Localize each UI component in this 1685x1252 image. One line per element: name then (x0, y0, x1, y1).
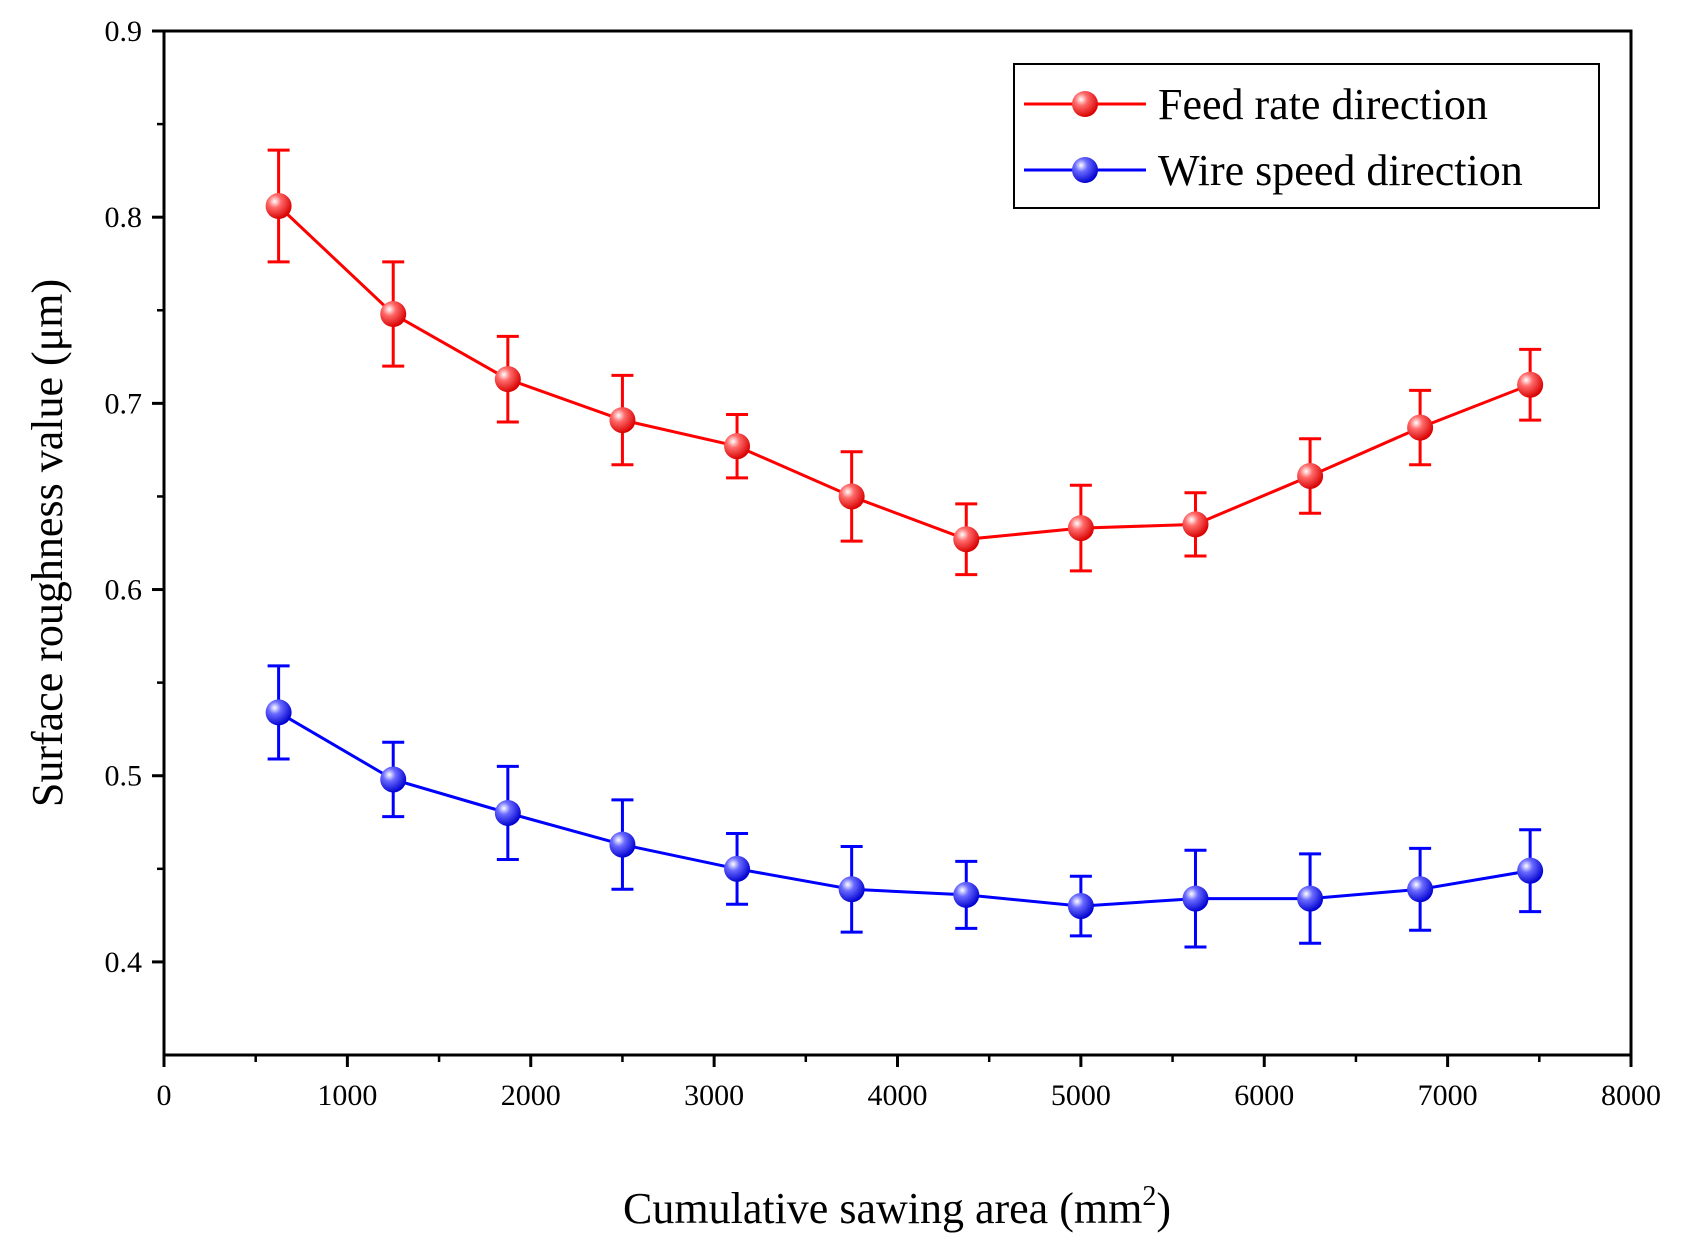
x-tick-label: 4000 (868, 1079, 928, 1112)
data-point (953, 526, 980, 553)
x-axis-title-suffix: ) (1156, 1184, 1171, 1233)
data-point (380, 300, 407, 327)
x-axis: 0 1000 2000 3000 4000 5000 6000 7000 8000 (157, 1055, 1661, 1112)
data-point (1297, 462, 1324, 489)
data-point (724, 855, 751, 882)
x-tick-label: 8000 (1601, 1079, 1661, 1112)
legend-entry-wire-speed: Wire speed direction (1024, 146, 1523, 195)
x-tick-label: 6000 (1234, 1079, 1294, 1112)
data-point (724, 433, 751, 460)
legend-label-feed-rate: Feed rate direction (1158, 80, 1488, 129)
series-line (277, 711, 1531, 908)
data-point (609, 831, 636, 858)
legend-marker-wire-speed (1072, 157, 1098, 183)
x-tick-label: 7000 (1418, 1079, 1478, 1112)
y-tick-label: 0.4 (105, 946, 143, 979)
legend-marker-feed-rate (1072, 91, 1098, 117)
data-point (1067, 515, 1094, 542)
data-point (265, 193, 292, 220)
data-point (1517, 857, 1544, 884)
data-point (1517, 371, 1544, 398)
series-wire-speed (265, 664, 1544, 949)
x-tick-label: 2000 (501, 1079, 561, 1112)
legend: Feed rate direction Wire speed direction (1013, 63, 1600, 209)
data-point (1182, 885, 1209, 912)
legend-entry-feed-rate: Feed rate direction (1024, 80, 1488, 129)
x-axis-title: Cumulative sawing area (mm2) (623, 1181, 1171, 1233)
series-line (277, 204, 1531, 541)
y-tick-label: 0.6 (105, 574, 143, 607)
x-axis-title-main: Cumulative sawing area (mm (623, 1184, 1142, 1233)
data-point (265, 699, 292, 726)
data-point (953, 881, 980, 908)
data-point (1297, 885, 1324, 912)
data-point (838, 876, 865, 903)
x-tick-label: 3000 (684, 1079, 744, 1112)
y-axis: 0.4 0.5 0.6 0.7 0.8 0.9 (105, 15, 164, 979)
data-point (1182, 511, 1209, 538)
y-axis-title: Surface roughness value (μm) (23, 279, 72, 807)
series-feed-rate (265, 148, 1544, 577)
data-point (1067, 893, 1094, 920)
legend-label-wire-speed: Wire speed direction (1158, 146, 1523, 195)
data-point (380, 766, 407, 793)
data-point (1407, 876, 1434, 903)
legend-frame (1013, 63, 1600, 209)
data-point (838, 483, 865, 510)
y-tick-label: 0.9 (105, 15, 143, 48)
data-point (1407, 414, 1434, 441)
x-tick-label: 0 (157, 1079, 172, 1112)
data-point (494, 799, 521, 826)
x-tick-label: 5000 (1051, 1079, 1111, 1112)
x-axis-title-superscript: 2 (1142, 1181, 1156, 1212)
y-tick-label: 0.5 (105, 760, 143, 793)
x-tick-label: 1000 (317, 1079, 377, 1112)
data-point (494, 366, 521, 393)
y-tick-label: 0.8 (105, 201, 143, 234)
series-layer (265, 148, 1544, 949)
y-tick-label: 0.7 (105, 387, 143, 420)
data-point (609, 407, 636, 434)
